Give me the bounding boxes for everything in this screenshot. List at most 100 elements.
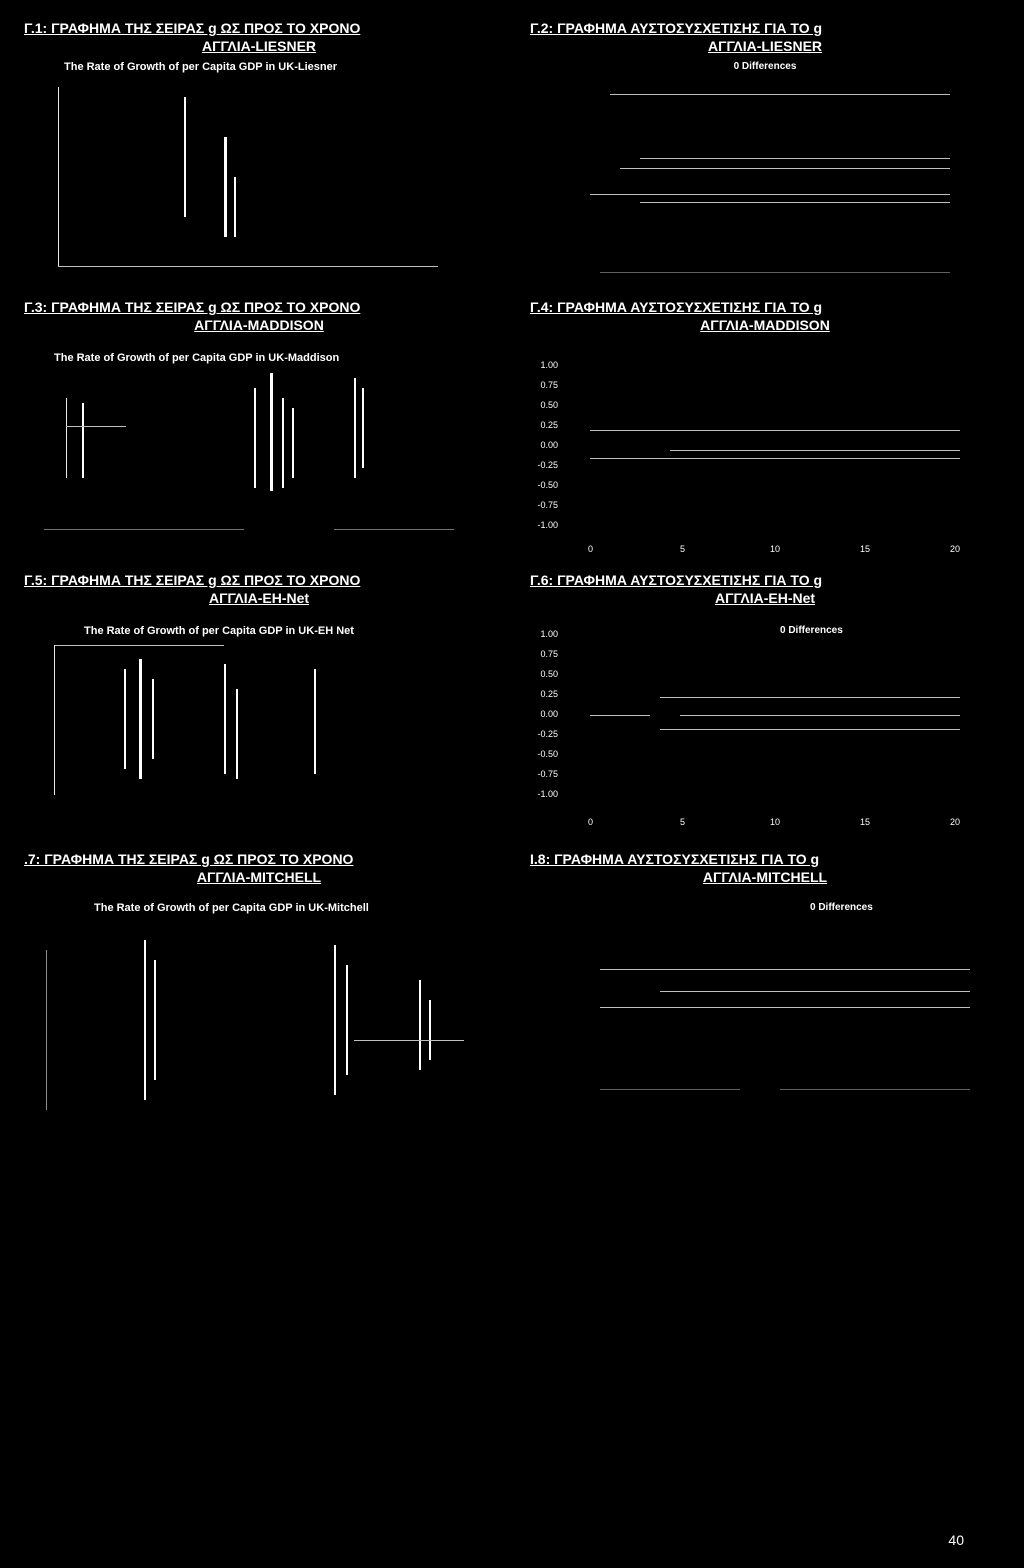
g4-xt-0: 0: [588, 544, 593, 554]
g3-sp-3: [254, 388, 256, 488]
g4-l-u: [590, 430, 960, 431]
g2-line-a: [610, 94, 950, 95]
g6-yt-4: 0.00: [530, 709, 558, 719]
chart-g6: 0 Differences 1.00 0.75 0.50 0.25 0.00 -…: [530, 629, 1000, 829]
g7-sp-4: [346, 965, 348, 1075]
g4-yt-5: -0.25: [530, 460, 558, 470]
g8-l-b: [660, 991, 970, 992]
g1-axis-x: [58, 266, 438, 267]
g6-yt-5: -0.25: [530, 729, 558, 739]
panel-g6: Γ.6: ΓΡΑΦΗΜΑ ΑΥΣΤΟΣΥΣΧΕΤΙΣΗΣ ΓΙΑ ΤΟ g ΑΓ…: [530, 572, 1000, 829]
g5-sp-3: [152, 679, 154, 759]
chart-g5: [24, 639, 494, 809]
g5-sp-2: [139, 659, 142, 779]
g6-yt-2: 0.50: [530, 669, 558, 679]
subtitle-g1: The Rate of Growth of per Capita GDP in …: [64, 61, 494, 73]
title-g3-l2: ΑΓΓΛΙΑ-MADDISON: [24, 317, 494, 335]
g7-sp-6: [429, 1000, 431, 1060]
g6-xt-2: 10: [770, 817, 780, 827]
g4-xt-1: 5: [680, 544, 685, 554]
g4-yt-2: 0.50: [530, 400, 558, 410]
chart-g3: [24, 368, 494, 538]
g2-line-f: [600, 272, 950, 273]
g4-yt-7: -0.75: [530, 500, 558, 510]
title-g2-l2: ΑΓΓΛΙΑ-LIESNER: [530, 38, 1000, 56]
subtitle-g3: The Rate of Growth of per Capita GDP in …: [54, 352, 494, 364]
page-number: 40: [948, 1532, 964, 1548]
g5-sp-1: [124, 669, 126, 769]
panel-g4: Γ.4: ΓΡΑΦΗΜΑ ΑΥΣΤΟΣΥΣΧΕΤΙΣΗΣ ΓΙΑ ΤΟ g ΑΓ…: [530, 299, 1000, 550]
g3-sp-5: [282, 398, 284, 488]
g6-xt-0: 0: [588, 817, 593, 827]
panel-g7: .7: ΓΡΑΦΗΜΑ ΤΗΣ ΣΕΙΡΑΣ g ΩΣ ΠΡΟΣ ΤΟ ΧΡΟΝ…: [24, 851, 494, 1130]
g3-base-r: [334, 529, 454, 530]
g2-line-b: [640, 158, 950, 159]
g7-axy: [46, 950, 47, 1110]
title-g1-l2: ΑΓΓΛΙΑ-LIESNER: [24, 38, 494, 56]
g3-dash: [66, 426, 126, 427]
g1-spike-2: [224, 137, 227, 237]
g1-spike-1: [184, 97, 186, 217]
g8-l-d2: [780, 1089, 970, 1090]
title-g6-l1: Γ.6: ΓΡΑΦΗΜΑ ΑΥΣΤΟΣΥΣΧΕΤΙΣΗΣ ΓΙΑ ΤΟ g: [530, 572, 1000, 590]
g6-yt-8: -1.00: [530, 789, 558, 799]
title-g7-l1: .7: ΓΡΑΦΗΜΑ ΤΗΣ ΣΕΙΡΑΣ g ΩΣ ΠΡΟΣ ΤΟ ΧΡΟΝ…: [24, 851, 494, 869]
panel-grid: Γ.1: ΓΡΑΦΗΜΑ ΤΗΣ ΣΕΙΡΑΣ g ΩΣ ΠΡΟΣ ΤΟ ΧΡΟ…: [24, 20, 1000, 1130]
g4-yt-3: 0.25: [530, 420, 558, 430]
g7-sp-2: [154, 960, 156, 1080]
title-g7-l2: ΑΓΓΛΙΑ-MITCHELL: [24, 869, 494, 887]
g3-sp-4: [270, 373, 273, 491]
g7-dash: [354, 1040, 464, 1041]
chart-g2: [530, 76, 1000, 276]
g4-xt-2: 10: [770, 544, 780, 554]
g2-line-e: [640, 202, 950, 203]
g6-yt-0: 1.00: [530, 629, 558, 639]
panel-g8: Ι.8: ΓΡΑΦΗΜΑ ΑΥΣΤΟΣΥΣΧΕΤΙΣΗΣ ΓΙΑ ΤΟ g ΑΓ…: [530, 851, 1000, 1130]
subtitle-g7: The Rate of Growth of per Capita GDP in …: [94, 902, 494, 914]
g3-sp-6: [292, 408, 294, 478]
g3-sp-8: [362, 388, 364, 468]
title-g5-l2: ΑΓΓΛΙΑ-EH-Net: [24, 590, 494, 608]
subtitle-g5: The Rate of Growth of per Capita GDP in …: [84, 625, 494, 637]
g1-spike-3: [234, 177, 236, 237]
g4-yt-0: 1.00: [530, 360, 558, 370]
g4-yt-8: -1.00: [530, 520, 558, 530]
title-g4-l2: ΑΓΓΛΙΑ-MADDISON: [530, 317, 1000, 335]
chart-g4: 1.00 0.75 0.50 0.25 0.00 -0.25 -0.50 -0.…: [530, 360, 1000, 550]
g8-l-a: [600, 969, 970, 970]
title-g3-l1: Γ.3: ΓΡΑΦΗΜΑ ΤΗΣ ΣΕΙΡΑΣ g ΩΣ ΠΡΟΣ ΤΟ ΧΡΟ…: [24, 299, 494, 317]
chart-g1: [24, 77, 494, 277]
title-g5-l1: Γ.5: ΓΡΑΦΗΜΑ ΤΗΣ ΣΕΙΡΑΣ g ΩΣ ΠΡΟΣ ΤΟ ΧΡΟ…: [24, 572, 494, 590]
panel-g3: Γ.3: ΓΡΑΦΗΜΑ ΤΗΣ ΣΕΙΡΑΣ g ΩΣ ΠΡΟΣ ΤΟ ΧΡΟ…: [24, 299, 494, 550]
g3-sp-2: [82, 403, 84, 478]
g7-sp-1: [144, 940, 146, 1100]
g3-base-l: [44, 529, 244, 530]
title-g1-l1: Γ.1: ΓΡΑΦΗΜΑ ΤΗΣ ΣΕΙΡΑΣ g ΩΣ ΠΡΟΣ ΤΟ ΧΡΟ…: [24, 20, 494, 38]
title-g4-l1: Γ.4: ΓΡΑΦΗΜΑ ΑΥΣΤΟΣΥΣΧΕΤΙΣΗΣ ΓΙΑ ΤΟ g: [530, 299, 1000, 317]
g6-xt-3: 15: [860, 817, 870, 827]
title-g8-l1: Ι.8: ΓΡΑΦΗΜΑ ΑΥΣΤΟΣΥΣΧΕΤΙΣΗΣ ΓΙΑ ΤΟ g: [530, 851, 1000, 869]
chart-g7: [24, 920, 494, 1130]
g6-l-l: [660, 729, 960, 730]
g5-sp-4: [224, 664, 226, 774]
g8-l-d1: [600, 1089, 740, 1090]
g6-xt-4: 20: [950, 817, 960, 827]
g5-sp-5: [236, 689, 238, 779]
subtitle-g6: 0 Differences: [780, 625, 843, 636]
chart-g8: [530, 919, 1000, 1119]
g6-yt-7: -0.75: [530, 769, 558, 779]
g4-xt-3: 15: [860, 544, 870, 554]
title-g2-l1: Γ.2: ΓΡΑΦΗΜΑ ΑΥΣΤΟΣΥΣΧΕΤΙΣΗΣ ΓΙΑ ΤΟ g: [530, 20, 1000, 38]
g4-l-m: [670, 450, 960, 451]
g1-axis-y: [58, 87, 59, 267]
g7-sp-3: [334, 945, 336, 1095]
g6-l-u: [660, 697, 960, 698]
g5-top: [54, 645, 224, 646]
g3-sp-7: [354, 378, 356, 478]
title-g6-l2: ΑΓΓΛΙΑ-EH-Net: [530, 590, 1000, 608]
g6-yt-6: -0.50: [530, 749, 558, 759]
subtitle-g8: 0 Differences: [810, 902, 1000, 913]
g3-sp-1: [66, 398, 67, 478]
g6-xt-1: 5: [680, 817, 685, 827]
g5-axy: [54, 645, 55, 795]
